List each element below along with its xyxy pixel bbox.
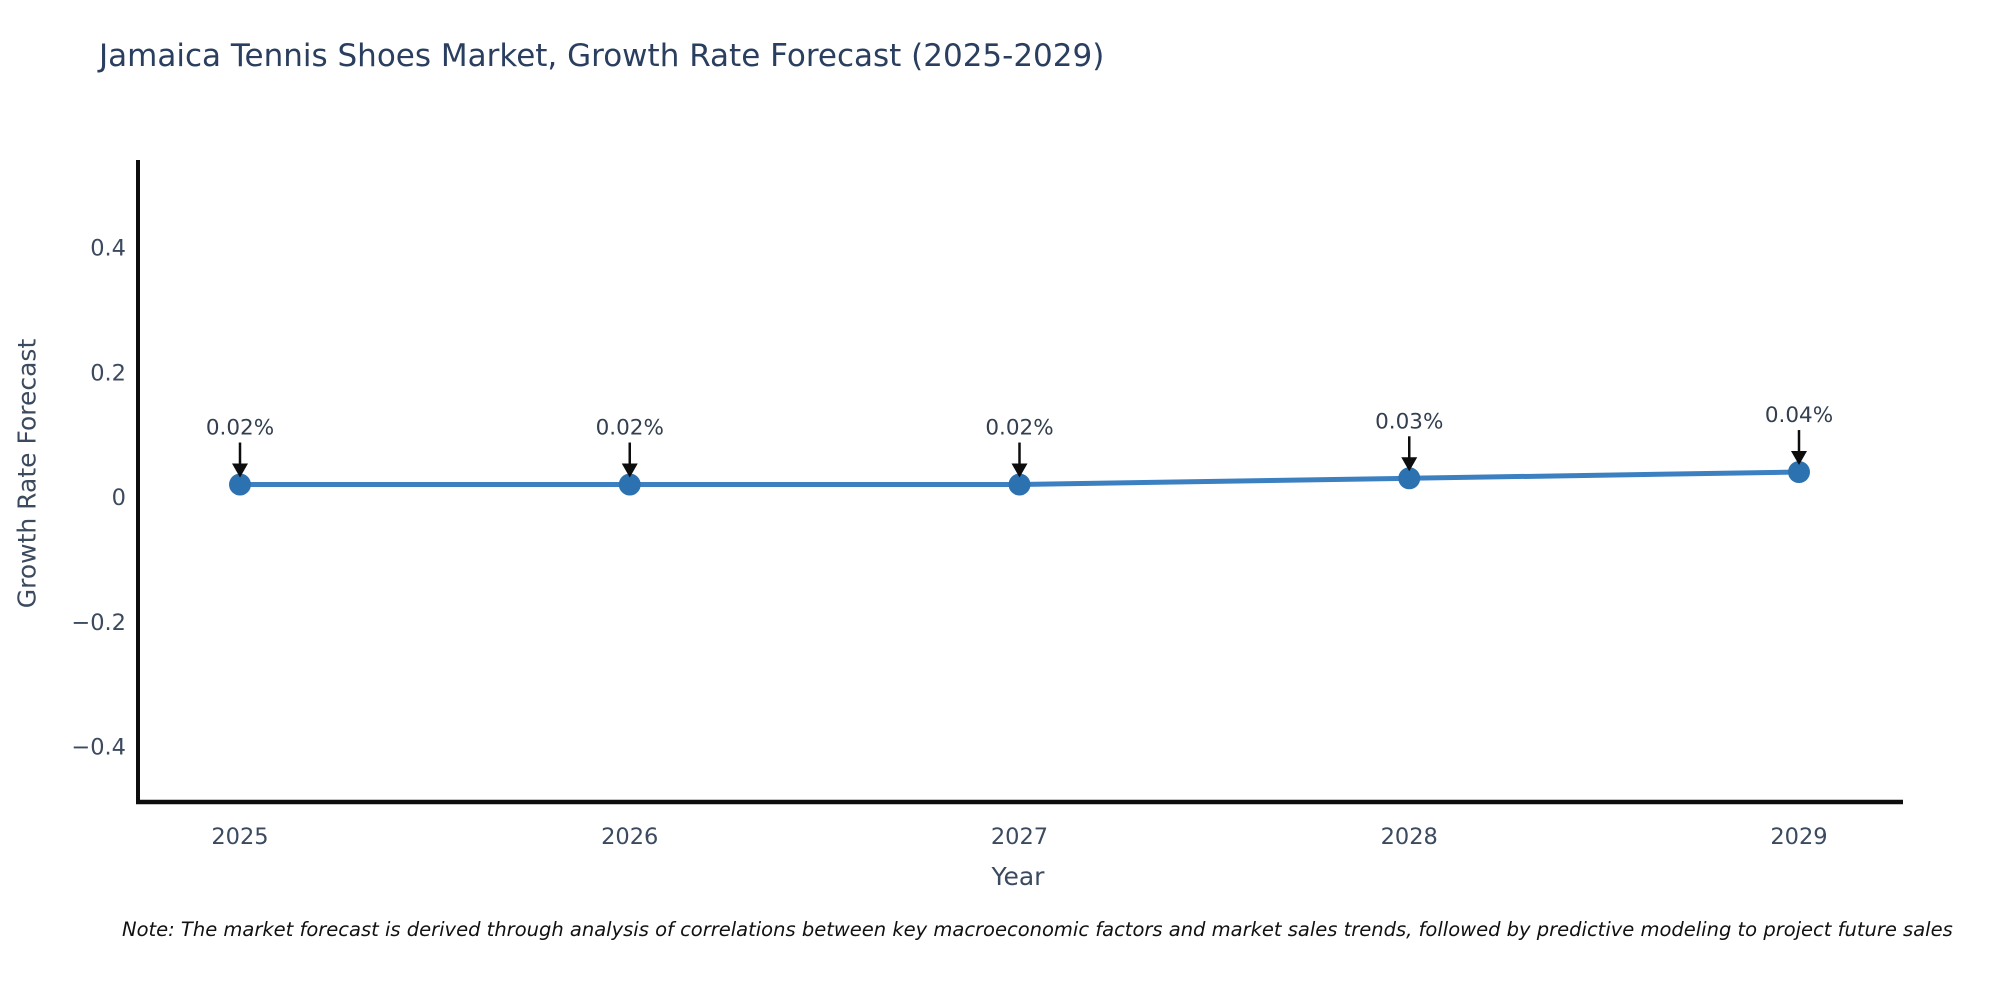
x-axis-tick-labels: 2025 2026 2027 2028 2029	[211, 824, 1827, 850]
x-tick-label: 2029	[1770, 824, 1827, 850]
data-point-marker	[1398, 467, 1421, 490]
data-point-label: 0.02%	[985, 416, 1053, 441]
y-tick-label: 0.4	[90, 236, 126, 262]
data-point-label: 0.04%	[1765, 403, 1833, 428]
annotation-arrowhead-icon	[621, 463, 638, 478]
x-tick-label: 2028	[1381, 824, 1438, 850]
line-series	[229, 461, 1810, 496]
x-tick-label: 2026	[601, 824, 658, 850]
annotation-arrowhead-icon	[232, 463, 248, 478]
chart-title: Jamaica Tennis Shoes Market, Growth Rate…	[99, 38, 1105, 74]
annotation-arrowhead-icon	[1791, 451, 1807, 466]
y-axis-tick-labels: 0.4 0.2 0 −0.2 −0.4	[71, 236, 126, 761]
data-point-label: 0.02%	[596, 416, 664, 441]
data-point-label: 0.03%	[1375, 409, 1443, 434]
annotation-arrowhead-icon	[1011, 463, 1028, 478]
point-annotations: 0.02% 0.02% 0.02% 0.03% 0.04%	[206, 403, 1833, 478]
x-tick-label: 2025	[211, 824, 268, 850]
annotation-arrowhead-icon	[1401, 457, 1418, 472]
y-tick-label: 0	[112, 485, 126, 511]
data-point-marker	[1008, 473, 1031, 496]
data-point-marker	[229, 473, 251, 496]
y-tick-label: 0.2	[90, 360, 126, 386]
x-tick-label: 2027	[991, 824, 1048, 850]
data-point-marker	[618, 473, 641, 496]
x-axis-title: Year	[991, 862, 1045, 891]
data-point-marker	[1788, 461, 1810, 484]
data-point-label: 0.02%	[206, 416, 274, 441]
footnote: Note: The market forecast is derived thr…	[122, 918, 1953, 941]
y-tick-label: −0.4	[71, 735, 126, 761]
y-tick-label: −0.2	[71, 610, 126, 636]
